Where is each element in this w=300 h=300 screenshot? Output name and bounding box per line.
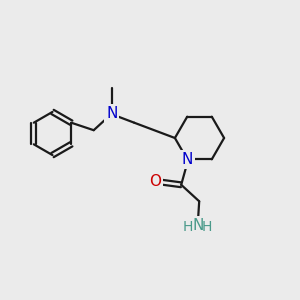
- Text: H: H: [183, 220, 193, 234]
- Text: O: O: [149, 174, 161, 189]
- Text: H: H: [202, 220, 212, 234]
- Text: N: N: [182, 152, 193, 167]
- Text: N: N: [192, 218, 203, 233]
- Text: N: N: [106, 106, 117, 121]
